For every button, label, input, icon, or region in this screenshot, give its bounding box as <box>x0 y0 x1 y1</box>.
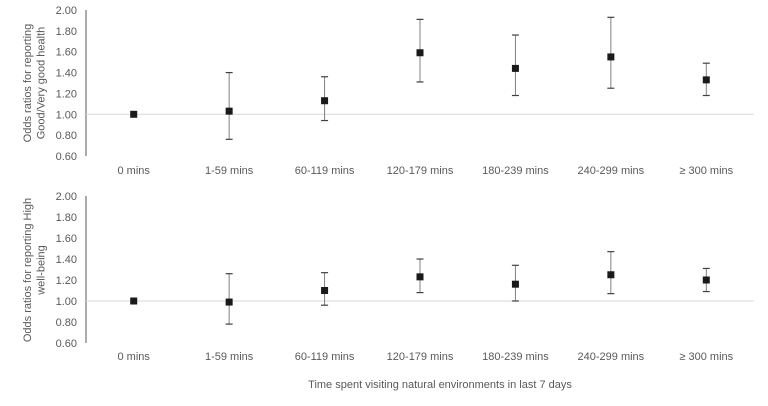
category-label: 0 mins <box>118 351 151 363</box>
y-tick-label: 1.20 <box>56 275 77 287</box>
y-tick-label: 1.80 <box>56 26 77 38</box>
y-tick-label: 0.80 <box>56 130 77 142</box>
data-point <box>416 49 424 57</box>
category-label: 0 mins <box>118 165 151 177</box>
category-label: 1-59 mins <box>205 165 254 177</box>
y-tick-label: 1.00 <box>56 109 77 121</box>
y-tick-label: 1.00 <box>56 296 77 308</box>
y-tick-label: 0.60 <box>56 151 77 163</box>
y-axis-title-line: Odds ratios for reporting <box>22 24 34 143</box>
data-point <box>607 271 615 279</box>
panel-high-wellbeing: 0.60 0.80 1.00 1.20 1.40 1.60 1.80 2.00 Odds rat… <box>22 191 754 363</box>
data-point <box>511 280 519 288</box>
y-tick-label: 1.40 <box>56 254 77 266</box>
data-point <box>225 107 233 115</box>
y-tick-label: 0.80 <box>56 317 77 329</box>
category-label: ≥ 300 mins <box>679 165 733 177</box>
category-label: 240-299 mins <box>578 351 645 363</box>
y-axis-title: Odds ratios for reporting Highwell-being <box>22 198 47 342</box>
data-point <box>321 97 329 105</box>
x-axis-title: Time spent visiting natural environments… <box>308 379 572 391</box>
y-tick-label: 1.60 <box>56 233 77 245</box>
y-tick-label: 2.00 <box>56 5 77 17</box>
data-point <box>130 297 138 305</box>
y-axis-title: Odds ratios for reportingGood/Very good … <box>22 24 47 143</box>
panel-good-health: 0.60 0.80 1.00 1.20 1.40 1.60 1.80 2.00 Odds rat… <box>22 5 754 177</box>
data-point <box>416 273 424 281</box>
y-axis-title-line: well-being <box>35 245 47 296</box>
y-axis-title-line: Odds ratios for reporting High <box>22 198 34 342</box>
data-point <box>130 110 138 118</box>
category-label: 180-239 mins <box>482 165 549 177</box>
data-point <box>511 64 519 72</box>
data-point <box>321 287 329 294</box>
category-label: 120-179 mins <box>387 351 454 363</box>
y-tick-label: 0.60 <box>56 338 77 350</box>
category-label: 240-299 mins <box>578 165 645 177</box>
y-tick-label: 1.80 <box>56 212 77 224</box>
y-tick-label: 1.20 <box>56 88 77 100</box>
y-tick-label: 1.60 <box>56 47 77 59</box>
data-point <box>702 76 710 84</box>
data-point <box>607 53 615 61</box>
category-label: 1-59 mins <box>205 351 254 363</box>
category-label: 120-179 mins <box>387 165 454 177</box>
y-axis-title-line: Good/Very good health <box>35 27 47 140</box>
data-point <box>702 276 710 284</box>
data-point <box>225 298 233 306</box>
y-tick-label: 2.00 <box>56 191 77 203</box>
y-tick-label: 1.40 <box>56 68 77 80</box>
category-label: ≥ 300 mins <box>679 351 733 363</box>
category-label: 180-239 mins <box>482 351 549 363</box>
category-label: 60-119 mins <box>295 351 355 363</box>
category-label: 60-119 mins <box>295 165 355 177</box>
